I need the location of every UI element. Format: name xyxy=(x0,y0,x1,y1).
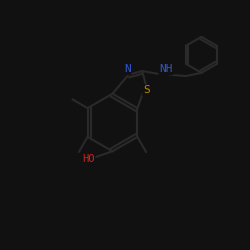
Text: N: N xyxy=(124,64,130,74)
Text: HO: HO xyxy=(82,154,94,164)
Text: S: S xyxy=(143,85,150,95)
Text: NH: NH xyxy=(159,64,173,74)
